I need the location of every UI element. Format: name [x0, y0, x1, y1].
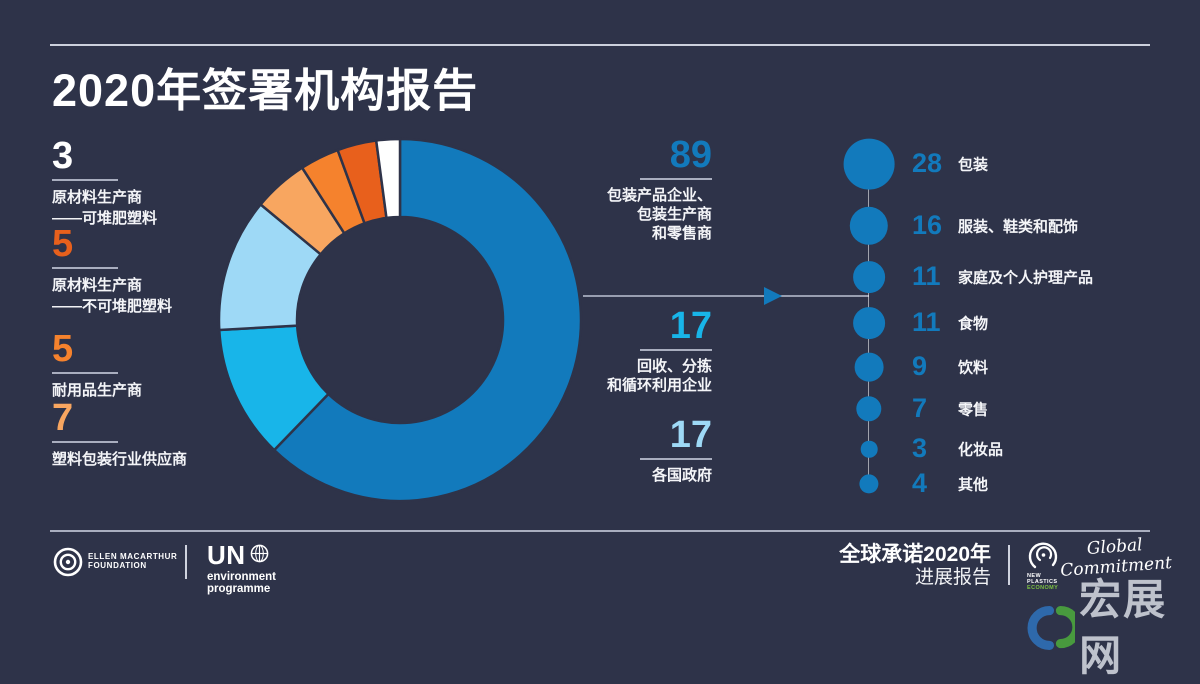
stat-value: 17 — [669, 414, 712, 456]
un-wordmark: UN — [207, 540, 246, 570]
donut-chart — [210, 130, 590, 510]
stat-label-line: ——不可堆肥塑料 — [52, 298, 173, 315]
bubble-circle — [860, 440, 878, 458]
new-plastics-economy-swirl-icon — [1027, 540, 1061, 579]
bubble-value: 4 — [912, 467, 928, 498]
stat-rule-line — [640, 349, 712, 351]
stat-label-line: 各国政府 — [651, 467, 712, 484]
middle_stats-stat-2: 17 各国政府 — [512, 414, 712, 485]
unep-line2: programme — [207, 583, 271, 595]
bubble-label: 包装 — [958, 156, 989, 174]
bubble-value: 11 — [912, 306, 941, 337]
stat-rule-line — [52, 441, 118, 443]
stat-rule-line — [52, 372, 118, 374]
bubble-label: 食物 — [958, 315, 989, 333]
emf-line1: ELLEN MACARTHUR — [88, 552, 178, 561]
bubble-value: 16 — [912, 209, 943, 240]
bubble-label: 零售 — [958, 401, 989, 419]
stat-label-line: 和零售商 — [651, 225, 712, 242]
stat-value: 5 — [52, 223, 74, 265]
donut-segment-6 — [374, 137, 402, 220]
footer-divider-1 — [185, 545, 187, 579]
stat-label: 原材料生产商 ——不可堆肥塑料 — [52, 275, 252, 317]
report-title-line2: 进展报告 — [914, 567, 991, 588]
stat-rule-line — [640, 458, 712, 460]
report-title-line1: 全球承诺2020年 — [839, 543, 991, 566]
connector-line — [583, 295, 869, 297]
bubble-value: 7 — [912, 392, 928, 423]
stat-label-line: 包装产品企业、 — [606, 187, 712, 204]
bubble-value: 11 — [912, 260, 941, 291]
stat-label-line: 回收、分拣 — [636, 358, 712, 375]
stat-label-line: 包装生产商 — [636, 206, 712, 223]
stat-rule-line — [52, 267, 118, 269]
footer-rule — [50, 530, 1150, 532]
bubble-circle — [854, 352, 884, 382]
stat-label: 各国政府 — [512, 466, 712, 485]
hongzhan-logo-icon — [1027, 606, 1076, 650]
watermark-text: 宏展网 — [1079, 576, 1168, 679]
watermark: 宏展网 — [1022, 572, 1200, 684]
left_stats-stat-1: 5 原材料生产商 ——不可堆肥塑料 — [52, 223, 252, 317]
stat-rule-line — [640, 178, 712, 180]
left_stats-stat-0: 3 原材料生产商 ——可堆肥塑料 — [52, 135, 252, 229]
bubble-label: 饮料 — [958, 359, 989, 377]
middle_stats-stat-0: 89 包装产品企业、包装生产商和零售商 — [512, 134, 712, 243]
stat-label: 耐用品生产商 — [52, 380, 252, 401]
bubble-circle — [856, 396, 882, 422]
stat-label-line: 耐用品生产商 — [52, 382, 143, 399]
emf-wordmark: ELLEN MACARTHUR FOUNDATION — [88, 552, 177, 570]
donut-segment-0 — [272, 137, 583, 503]
bubble-circle — [853, 261, 885, 293]
bubble-circle — [849, 206, 889, 246]
middle_stats-stat-1: 17 回收、分拣和循环利用企业 — [512, 305, 712, 395]
arrow-right-icon — [764, 287, 782, 305]
unep-logo-top: UN — [207, 542, 276, 568]
bubble-circle — [859, 474, 879, 494]
npe-line2: PLASTICS — [1027, 579, 1058, 585]
stat-label-line: 塑料包装行业供应商 — [52, 451, 188, 468]
bubble-label: 其他 — [958, 476, 989, 494]
unep-logo: UN environment programme — [207, 542, 276, 595]
left_stats-stat-3: 7 塑料包装行业供应商 — [52, 397, 252, 470]
stat-label: 包装产品企业、包装生产商和零售商 — [512, 186, 712, 243]
left_stats-stat-2: 5 耐用品生产商 — [52, 328, 252, 401]
bubble-value: 9 — [912, 350, 928, 381]
stat-label: 原材料生产商 ——可堆肥塑料 — [52, 187, 252, 229]
header-rule — [50, 44, 1150, 46]
stat-value: 7 — [52, 397, 74, 439]
ellen-macarthur-foundation-logo-icon — [52, 546, 84, 583]
bubble-list: 28 包装 16 服装、鞋类和配饰 11 家庭及个人护理产品 11 食物 9 饮料 7 零售 3 化妆品 4… — [840, 0, 1200, 628]
stat-label-line: ——可堆肥塑料 — [52, 210, 158, 227]
bubble-circle — [843, 138, 895, 190]
stat-value: 89 — [669, 134, 712, 176]
stat-label: 回收、分拣和循环利用企业 — [512, 357, 712, 395]
npe-line3: ECONOMY — [1027, 585, 1059, 591]
stat-label-line: 原材料生产商 — [52, 189, 143, 206]
bubble-label: 服装、鞋类和配饰 — [958, 218, 1079, 236]
stat-value: 5 — [52, 328, 74, 370]
emf-line2: FOUNDATION — [88, 561, 147, 570]
bubble-value: 3 — [912, 432, 928, 463]
bubble-label: 化妆品 — [958, 441, 1004, 459]
unep-line1: environment — [207, 571, 277, 583]
bubble-label: 家庭及个人护理产品 — [958, 269, 1094, 287]
page-title: 2020年签署机构报告 — [52, 65, 479, 116]
un-emblem-icon — [250, 544, 268, 563]
footer-divider-2 — [1008, 545, 1010, 585]
stat-value: 3 — [52, 135, 74, 177]
report-title: 全球承诺2020年 进展报告 — [839, 543, 991, 589]
stat-rule-line — [52, 179, 118, 181]
bubble-value: 28 — [912, 147, 943, 178]
bubble-circle — [853, 307, 885, 339]
stat-label-line: 原材料生产商 — [52, 277, 143, 294]
stat-label-line: 和循环利用企业 — [606, 377, 712, 394]
stat-label: 塑料包装行业供应商 — [52, 449, 252, 470]
npe-line1: NEW — [1027, 573, 1042, 579]
unep-sub-text: environment programme — [207, 571, 276, 595]
stat-value: 17 — [669, 305, 712, 347]
donut-chart-svg — [217, 137, 583, 503]
npe-wordmark: NEW PLASTICS ECONOMY — [1027, 573, 1058, 591]
